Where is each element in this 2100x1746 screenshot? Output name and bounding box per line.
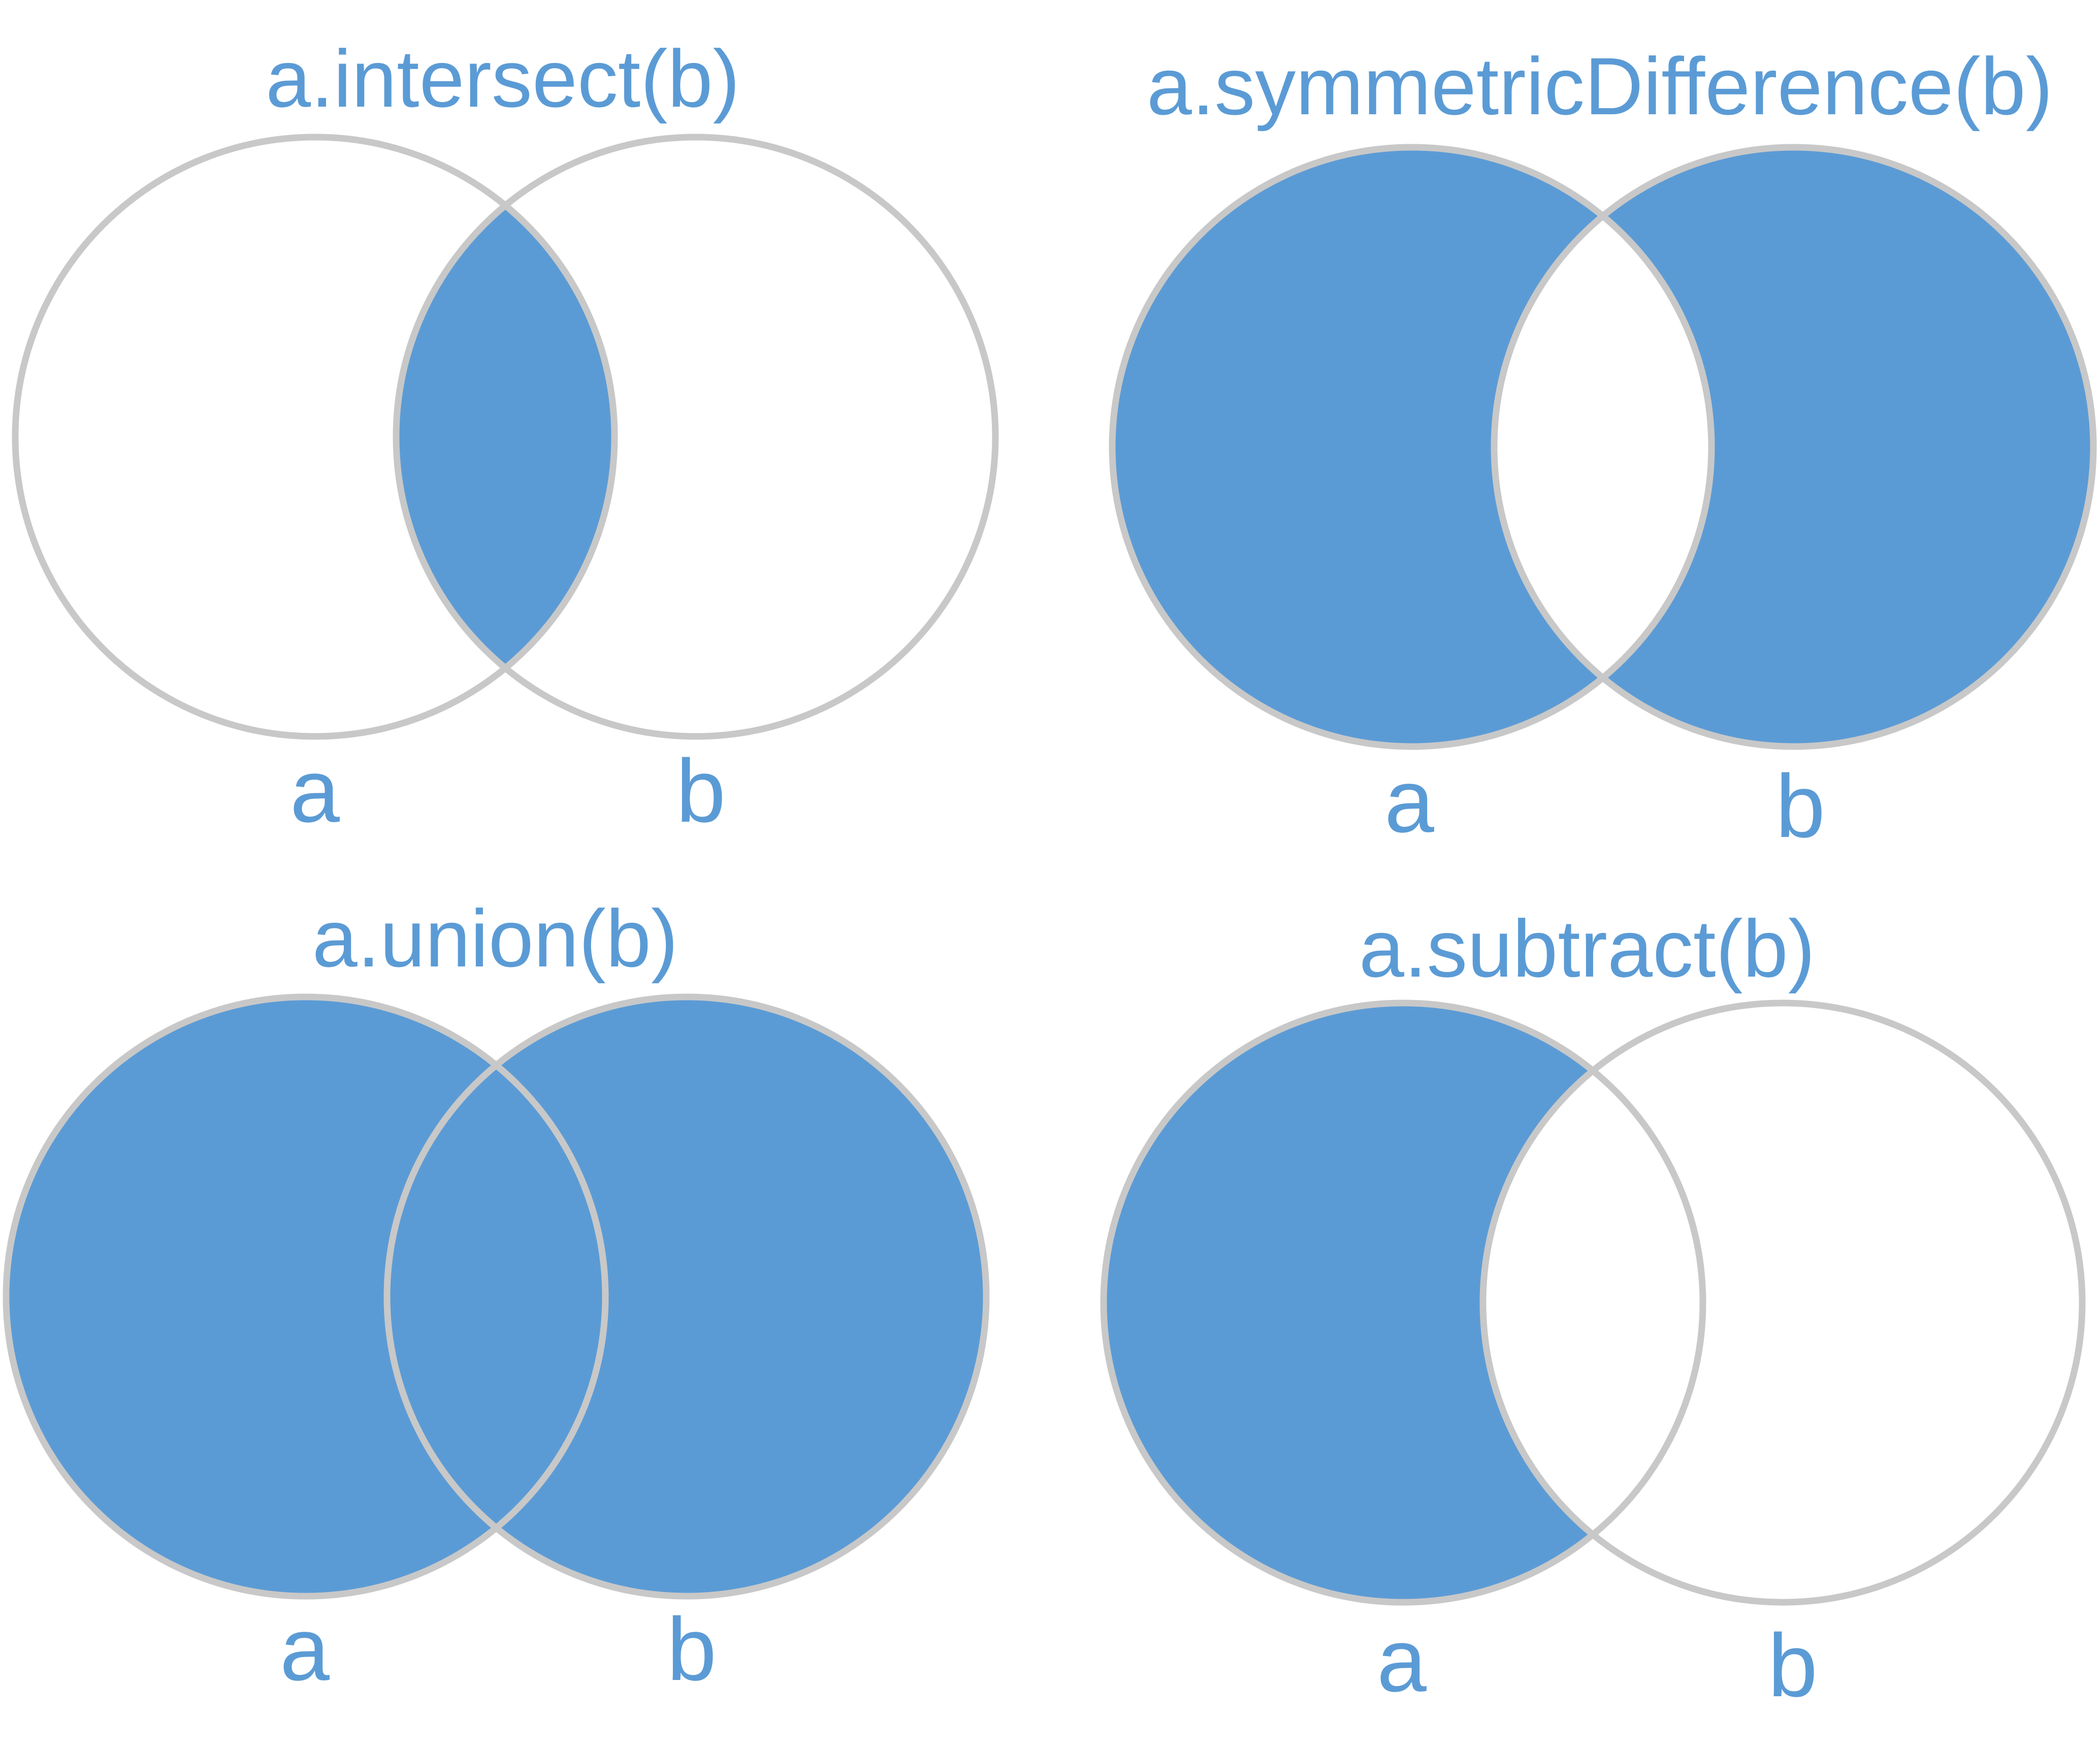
union-title: a.union(b)	[312, 893, 678, 984]
symdiff-label-a: a	[1384, 752, 1434, 851]
intersect-circle-a	[12, 134, 618, 740]
intersect-circle-b	[393, 134, 999, 740]
subtract-circle-a	[1100, 999, 1706, 1606]
union-label-a: a	[280, 1600, 330, 1699]
symmetric-difference-title: a.symmetricDifference(b)	[1147, 41, 2053, 132]
intersect-title: a.intersect(b)	[266, 33, 740, 124]
subtract-circle-b	[1479, 999, 2086, 1606]
union-circle-a	[3, 993, 609, 1600]
subtract-label-b: b	[1768, 1616, 1818, 1716]
intersect-label-b: b	[676, 741, 726, 841]
panel-subtract: a.subtract(b) a b	[1100, 903, 2086, 1716]
subtract-title: a.subtract(b)	[1359, 903, 1815, 994]
panel-intersect: a.intersect(b) a b	[12, 33, 999, 841]
panel-symmetric-difference: a.symmetricDifference(b) a b	[1109, 41, 2097, 856]
union-fill-b	[387, 997, 986, 1596]
intersect-label-a: a	[290, 741, 340, 841]
symdiff-label-b: b	[1775, 757, 1825, 856]
subtract-circle-b-area	[1483, 1003, 2082, 1602]
symdiff-overlap-region	[1494, 147, 1711, 747]
panel-union: a.union(b) a b	[3, 893, 990, 1699]
symdiff-circle-a	[1109, 144, 1715, 750]
union-circle-b	[383, 993, 990, 1600]
subtract-label-a: a	[1377, 1611, 1427, 1710]
intersect-region	[396, 137, 615, 736]
symdiff-circle-b	[1491, 144, 2097, 750]
union-label-b: b	[667, 1600, 717, 1699]
